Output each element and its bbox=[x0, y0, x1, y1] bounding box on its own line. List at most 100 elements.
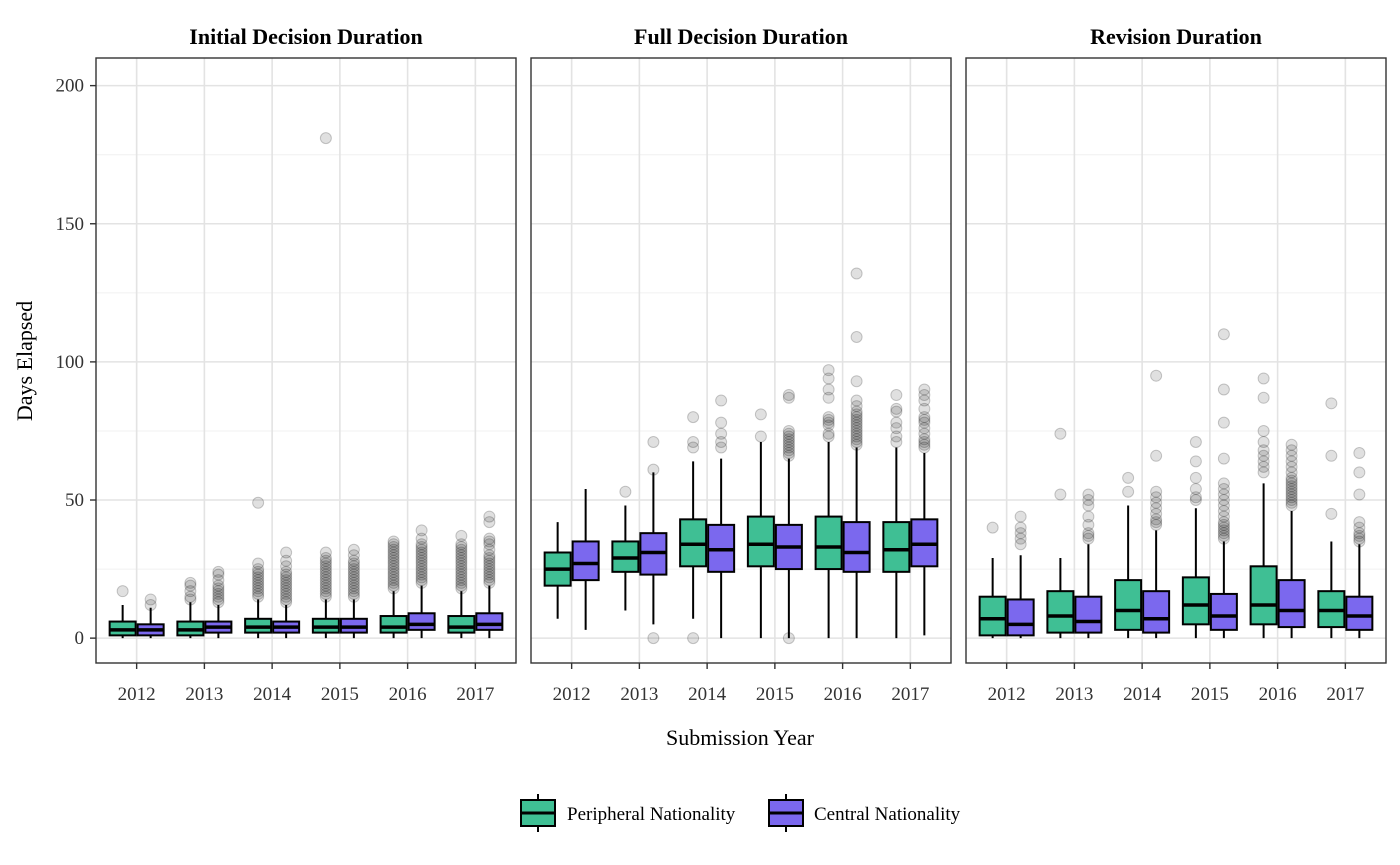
box-mark bbox=[746, 408, 775, 639]
y-tick-label: 150 bbox=[56, 214, 85, 235]
outlier-point bbox=[455, 560, 468, 573]
box-body bbox=[1277, 579, 1306, 629]
outlier-point bbox=[782, 424, 795, 437]
outlier-point bbox=[280, 582, 293, 595]
outlier-point bbox=[1082, 529, 1095, 542]
outlier-point bbox=[347, 549, 360, 562]
box-mark bbox=[379, 535, 408, 639]
outlier-point bbox=[1257, 449, 1270, 462]
x-axis-title: Submission Year bbox=[666, 725, 815, 750]
outlier-point bbox=[1285, 488, 1298, 501]
outlier-point bbox=[782, 441, 795, 454]
outlier-point bbox=[319, 582, 332, 595]
box-mark bbox=[204, 565, 233, 639]
outlier-point bbox=[1285, 485, 1298, 498]
outlier-point bbox=[415, 532, 428, 545]
outlier-point bbox=[280, 587, 293, 600]
outlier-point bbox=[1082, 532, 1095, 545]
box-mark bbox=[407, 524, 436, 639]
series-group bbox=[543, 364, 911, 645]
outlier-point bbox=[280, 571, 293, 584]
outlier-point bbox=[415, 554, 428, 567]
outlier-point bbox=[483, 557, 496, 570]
outlier-point bbox=[782, 433, 795, 446]
outlier-point bbox=[280, 565, 293, 578]
series-group bbox=[571, 267, 939, 645]
box-mark bbox=[447, 529, 476, 639]
outlier-point bbox=[918, 402, 931, 415]
outlier-point bbox=[455, 549, 468, 562]
box-mark bbox=[1142, 369, 1171, 639]
outlier-point bbox=[850, 400, 863, 413]
outlier-point bbox=[455, 579, 468, 592]
outlier-point bbox=[483, 538, 496, 551]
series-group bbox=[1006, 328, 1374, 639]
outlier-point bbox=[347, 582, 360, 595]
outlier-point bbox=[1217, 524, 1230, 537]
outlier-point bbox=[347, 565, 360, 578]
outlier-point bbox=[415, 571, 428, 584]
outlier-point bbox=[387, 571, 400, 584]
facet-title: Initial Decision Duration bbox=[189, 24, 422, 49]
facet-panel: Initial Decision Duration 2012 2013 2014 201… bbox=[56, 24, 517, 705]
outlier-point bbox=[455, 552, 468, 565]
outlier-point bbox=[415, 552, 428, 565]
outlier-point bbox=[483, 565, 496, 578]
outlier-point bbox=[483, 510, 496, 523]
outlier-point bbox=[754, 408, 767, 421]
facet-panel: Revision Duration 2012 2013 2014 2015 2016 201… bbox=[965, 24, 1387, 705]
outlier-point bbox=[387, 560, 400, 573]
box-mark bbox=[108, 585, 137, 639]
x-tick-label: 2013 bbox=[1055, 684, 1093, 705]
outlier-point bbox=[1257, 460, 1270, 473]
box-mark bbox=[1074, 488, 1103, 639]
outlier-point bbox=[1257, 391, 1270, 404]
outlier-point bbox=[1285, 466, 1298, 479]
outlier-point bbox=[280, 576, 293, 589]
box-body bbox=[746, 515, 775, 568]
outlier-point bbox=[212, 568, 225, 581]
outlier-point bbox=[280, 568, 293, 581]
outlier-point bbox=[850, 331, 863, 344]
outlier-point bbox=[347, 587, 360, 600]
outlier-point bbox=[1285, 438, 1298, 451]
x-tick-label: 2014 bbox=[688, 684, 727, 705]
facets: Initial Decision Duration 2012 2013 2014 201… bbox=[56, 24, 1387, 705]
outlier-point bbox=[1054, 488, 1067, 501]
outlier-point bbox=[1150, 496, 1163, 509]
box-body bbox=[1181, 576, 1210, 626]
outlier-point bbox=[1353, 466, 1366, 479]
outlier-point bbox=[387, 557, 400, 570]
box-mark bbox=[679, 411, 708, 645]
outlier-point bbox=[850, 413, 863, 426]
box-mark bbox=[1249, 372, 1278, 639]
outlier-point bbox=[415, 563, 428, 576]
outlier-point bbox=[212, 587, 225, 600]
outlier-point bbox=[715, 394, 728, 407]
outlier-point bbox=[212, 579, 225, 592]
x-tick-label: 2015 bbox=[321, 684, 359, 705]
outlier-point bbox=[890, 402, 903, 415]
outlier-point bbox=[387, 554, 400, 567]
box-body bbox=[571, 540, 600, 582]
legend-item: Peripheral Nationality bbox=[520, 794, 736, 832]
outlier-point bbox=[850, 430, 863, 443]
outlier-point bbox=[1285, 460, 1298, 473]
outlier-point bbox=[347, 576, 360, 589]
outlier-point bbox=[850, 405, 863, 418]
outlier-point bbox=[483, 516, 496, 529]
outlier-point bbox=[782, 435, 795, 448]
outlier-point bbox=[715, 441, 728, 454]
outlier-point bbox=[455, 543, 468, 556]
box-mark bbox=[136, 593, 165, 639]
outlier-point bbox=[280, 579, 293, 592]
outlier-point bbox=[252, 574, 265, 587]
outlier-point bbox=[1353, 527, 1366, 540]
outlier-point bbox=[822, 427, 835, 440]
outlier-point bbox=[1150, 502, 1163, 515]
outlier-point bbox=[754, 430, 767, 443]
outlier-point bbox=[1325, 397, 1338, 410]
outlier-point bbox=[1257, 455, 1270, 468]
series-group bbox=[136, 510, 504, 639]
outlier-point bbox=[455, 576, 468, 589]
